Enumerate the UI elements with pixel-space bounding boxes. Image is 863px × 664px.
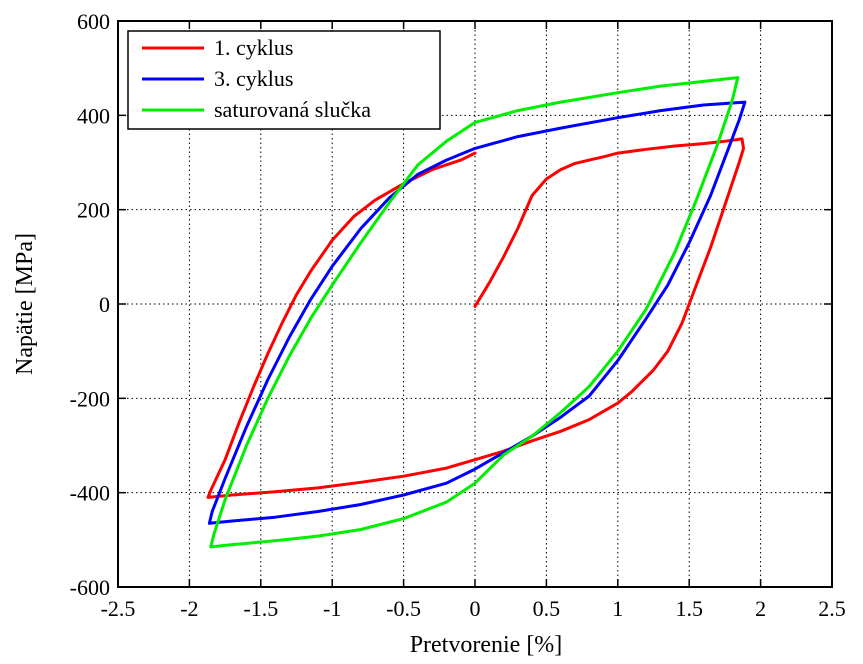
x-tick-label: 2 [755, 596, 766, 621]
y-tick-label: 200 [77, 198, 110, 223]
y-tick-label: -600 [70, 575, 110, 600]
y-tick-label: 0 [99, 292, 110, 317]
series-line-3 [209, 76, 740, 549]
axis-ticks [117, 20, 833, 588]
series-line-1 [206, 137, 745, 499]
x-axis-label: Pretvorenie [%] [410, 632, 563, 658]
y-axis-label: Napätie [MPa] [12, 233, 38, 375]
x-tick-label: 1 [612, 596, 623, 621]
series-line-2 [207, 100, 747, 525]
y-tick-label: 400 [77, 103, 110, 128]
y-tick-label: 600 [77, 9, 110, 34]
x-tick-label: -0.5 [386, 596, 421, 621]
y-tick-label: -400 [70, 481, 110, 506]
tick-labels: -2.5 -2 -1.5 -1 -0.5 0 0.5 1 1.5 2 2.5 -600 -400 -200… [70, 9, 846, 621]
legend-label-saturovana-slucka: saturovaná slučka [214, 97, 371, 122]
plot-series [206, 76, 747, 549]
legend-label-3-cyklus: 3. cyklus [214, 66, 293, 91]
x-tick-label: 2.5 [818, 596, 846, 621]
x-tick-label: -1.5 [243, 596, 278, 621]
x-tick-label: 0.5 [533, 596, 561, 621]
x-tick-label: -1 [323, 596, 341, 621]
legend-label-1-cyklus: 1. cyklus [214, 35, 293, 60]
x-tick-label: -2 [180, 596, 198, 621]
legend: 1. cyklus 3. cyklus saturovaná slučka [127, 30, 441, 130]
x-tick-label: 1.5 [675, 596, 703, 621]
y-tick-label: -200 [70, 386, 110, 411]
x-tick-label: -2.5 [101, 596, 136, 621]
x-tick-label: 0 [470, 596, 481, 621]
